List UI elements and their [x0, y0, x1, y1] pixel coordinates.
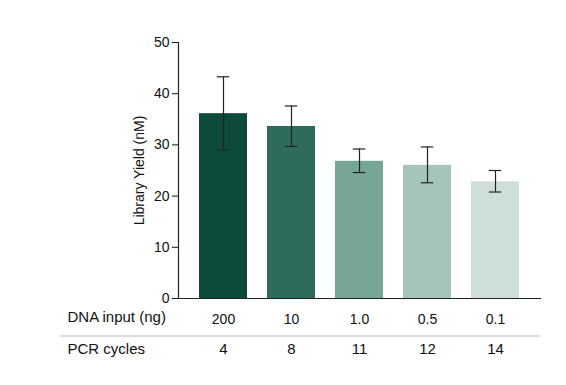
svg-text:200: 200 [212, 311, 236, 327]
svg-text:8: 8 [287, 340, 295, 357]
svg-text:0.1: 0.1 [486, 311, 506, 327]
svg-text:10: 10 [154, 239, 170, 255]
svg-text:0.5: 0.5 [418, 311, 438, 327]
svg-text:0: 0 [162, 290, 170, 306]
svg-text:14: 14 [487, 340, 504, 357]
svg-text:1.0: 1.0 [350, 311, 370, 327]
svg-text:DNA input (ng): DNA input (ng) [68, 308, 166, 325]
svg-text:50: 50 [154, 34, 170, 50]
svg-text:30: 30 [154, 136, 170, 152]
svg-text:12: 12 [419, 340, 436, 357]
svg-text:11: 11 [352, 340, 368, 357]
svg-text:10: 10 [284, 311, 300, 327]
svg-text:Library Yield (nM): Library Yield (nM) [131, 116, 147, 226]
svg-text:PCR cycles: PCR cycles [68, 340, 146, 357]
svg-text:40: 40 [154, 85, 170, 101]
svg-text:20: 20 [154, 188, 170, 204]
svg-text:4: 4 [219, 340, 227, 357]
